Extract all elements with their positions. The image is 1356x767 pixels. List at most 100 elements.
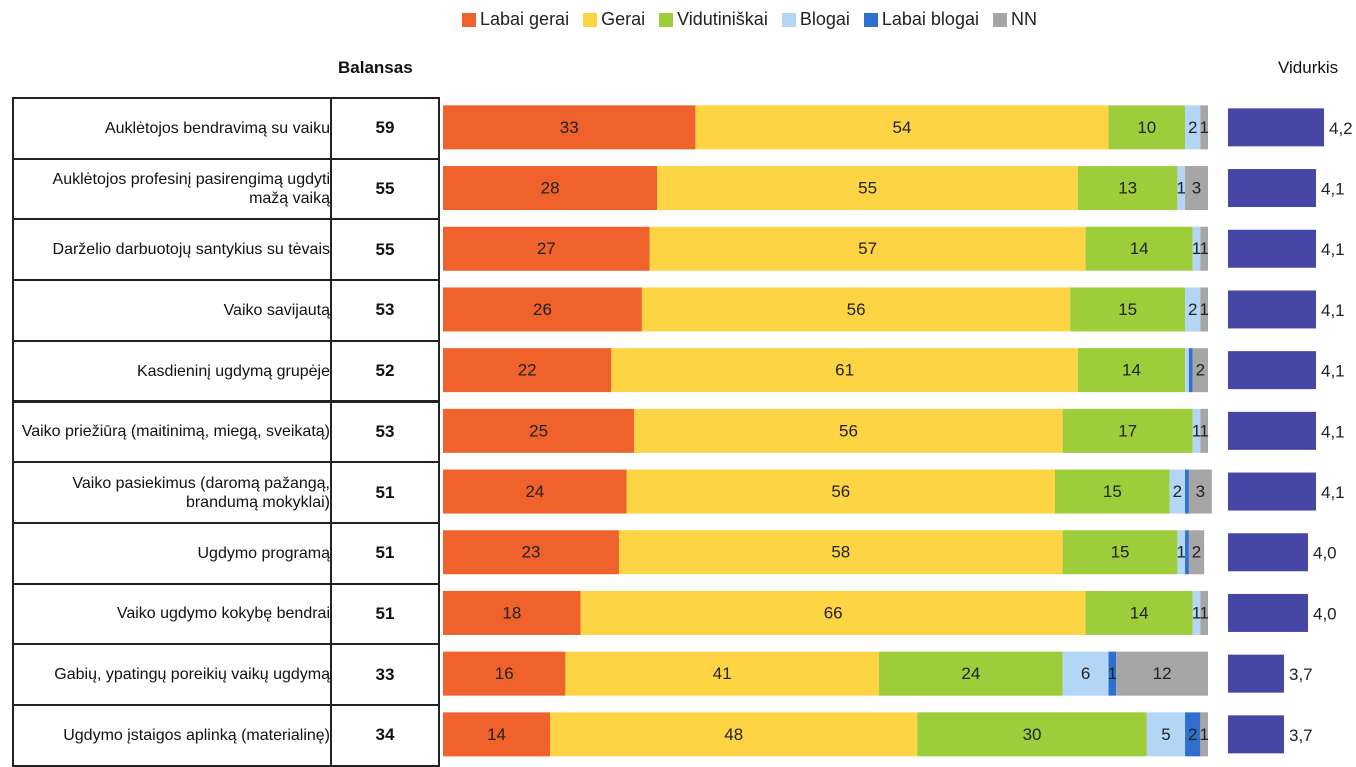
bar-segment [1085,226,1193,271]
vidurkis-label: 4,1 [1321,301,1345,320]
bar-value-label: 28 [541,179,560,198]
vidurkis-bar [1228,715,1284,754]
category-label: Auklėtojos bendravimą su vaiku [12,97,332,160]
bar-segment [443,105,696,150]
bar-value-label: 26 [533,300,552,319]
bar-value-label: 14 [487,725,506,744]
category-label: Kasdieninį ugdymą grupėje [12,339,332,403]
balansas-value: 53 [330,279,440,342]
legend-item: Vidutiniškai [659,9,768,30]
vidurkis-bar [1228,169,1316,208]
bar-segment [1146,712,1186,757]
vidurkis-header: Vidurkis [1278,58,1339,77]
bar-value-label: 54 [893,118,912,137]
bar-segment [1188,469,1212,514]
vidurkis-label: 4,1 [1321,180,1345,199]
bar-segment [1177,530,1186,575]
balansas-value: 53 [330,400,440,464]
bar-segment [1070,287,1186,332]
bar-value-label: 2 [1192,543,1201,562]
bar-value-label: 15 [1103,482,1122,501]
bar-value-label: 13 [1118,179,1137,198]
vidurkis-bar [1228,351,1316,390]
vidurkis-bar [1228,472,1316,511]
balansas-value: 59 [330,97,440,160]
vidurkis-label: 4,0 [1313,544,1337,563]
bar-segment [695,105,1109,150]
bar-segment [917,712,1147,757]
vidurkis-label: 4,1 [1321,362,1345,381]
balansas-value: 52 [330,339,440,403]
bar-segment [443,530,619,575]
bar-value-label: 2 [1173,482,1182,501]
bar-value-label: 66 [824,603,843,622]
bar-segment [1077,348,1186,393]
bar-segment [1062,408,1193,453]
bar-value-label: 56 [847,300,866,319]
bar-segment [565,651,880,696]
bar-segment [443,469,627,514]
balansas-value: 55 [330,157,440,221]
bar-segment [1200,226,1208,271]
bar-segment [1177,166,1186,211]
bar-value-label: 14 [1130,603,1149,622]
vidurkis-label: 4,1 [1321,483,1345,502]
bar-value-label: 24 [961,664,980,683]
bar-segment [1185,287,1201,332]
balansas-header: Balansas [338,58,413,77]
bar-value-label: 6 [1081,664,1090,683]
vidurkis-bar [1228,593,1308,632]
legend-item: Blogai [781,9,850,30]
balansas-value: 51 [330,582,440,646]
bar-value-label: 25 [529,421,548,440]
category-label: Vaiko ugdymo kokybę bendrai [12,582,332,646]
legend-label: Gerai [601,9,646,29]
bar-segment [1185,469,1189,514]
bar-value-label: 2 [1188,118,1197,137]
bar-value-label: 3 [1192,179,1201,198]
bar-segment [1077,166,1178,211]
bar-segment [1192,408,1201,453]
vidurkis-label: 4,2 [1329,119,1353,138]
bar-value-label: 33 [560,118,579,137]
bar-segment [443,590,581,635]
legend-item: NN [992,9,1037,30]
bar-value-label: 14 [1122,361,1141,380]
bar-value-label: 12 [1153,664,1172,683]
bar-segment [626,469,1055,514]
bar-value-label: 56 [831,482,850,501]
legend-swatch [863,12,878,27]
bar-value-label: 48 [724,725,743,744]
legend-item: Labai blogai [863,9,979,30]
bar-value-label: 1 [1192,239,1201,258]
bar-segment [634,408,1063,453]
balansas-value: 34 [330,704,440,767]
bar-segment [443,287,642,332]
bar-value-label: 15 [1118,300,1137,319]
vidurkis-label: 4,1 [1321,240,1345,259]
bar-value-label: 24 [525,482,544,501]
bar-value-label: 57 [858,239,877,258]
bar-segment [443,712,551,757]
bar-value-label: 14 [1130,239,1149,258]
bar-value-label: 1 [1199,603,1208,622]
category-label: Darželio darbuotojų santykius su tėvais [12,218,332,282]
bar-segment [443,166,658,211]
bar-value-label: 1 [1176,543,1185,562]
bar-segment [580,590,1086,635]
vidurkis-label: 3,7 [1289,665,1313,684]
bar-segment [1200,408,1208,453]
bar-value-label: 10 [1137,118,1156,137]
bar-segment [443,651,566,696]
bar-segment [1185,530,1189,575]
bar-segment [1200,287,1208,332]
bar-value-label: 23 [522,543,541,562]
bar-value-label: 2 [1188,725,1197,744]
bar-value-label: 1 [1199,118,1208,137]
bar-value-label: 3 [1196,482,1205,501]
bar-segment [1192,348,1208,393]
bar-value-label: 18 [502,603,521,622]
bar-value-label: 1 [1192,421,1201,440]
category-label: Vaiko savijautą [12,279,332,342]
vidurkis-bar [1228,290,1316,329]
